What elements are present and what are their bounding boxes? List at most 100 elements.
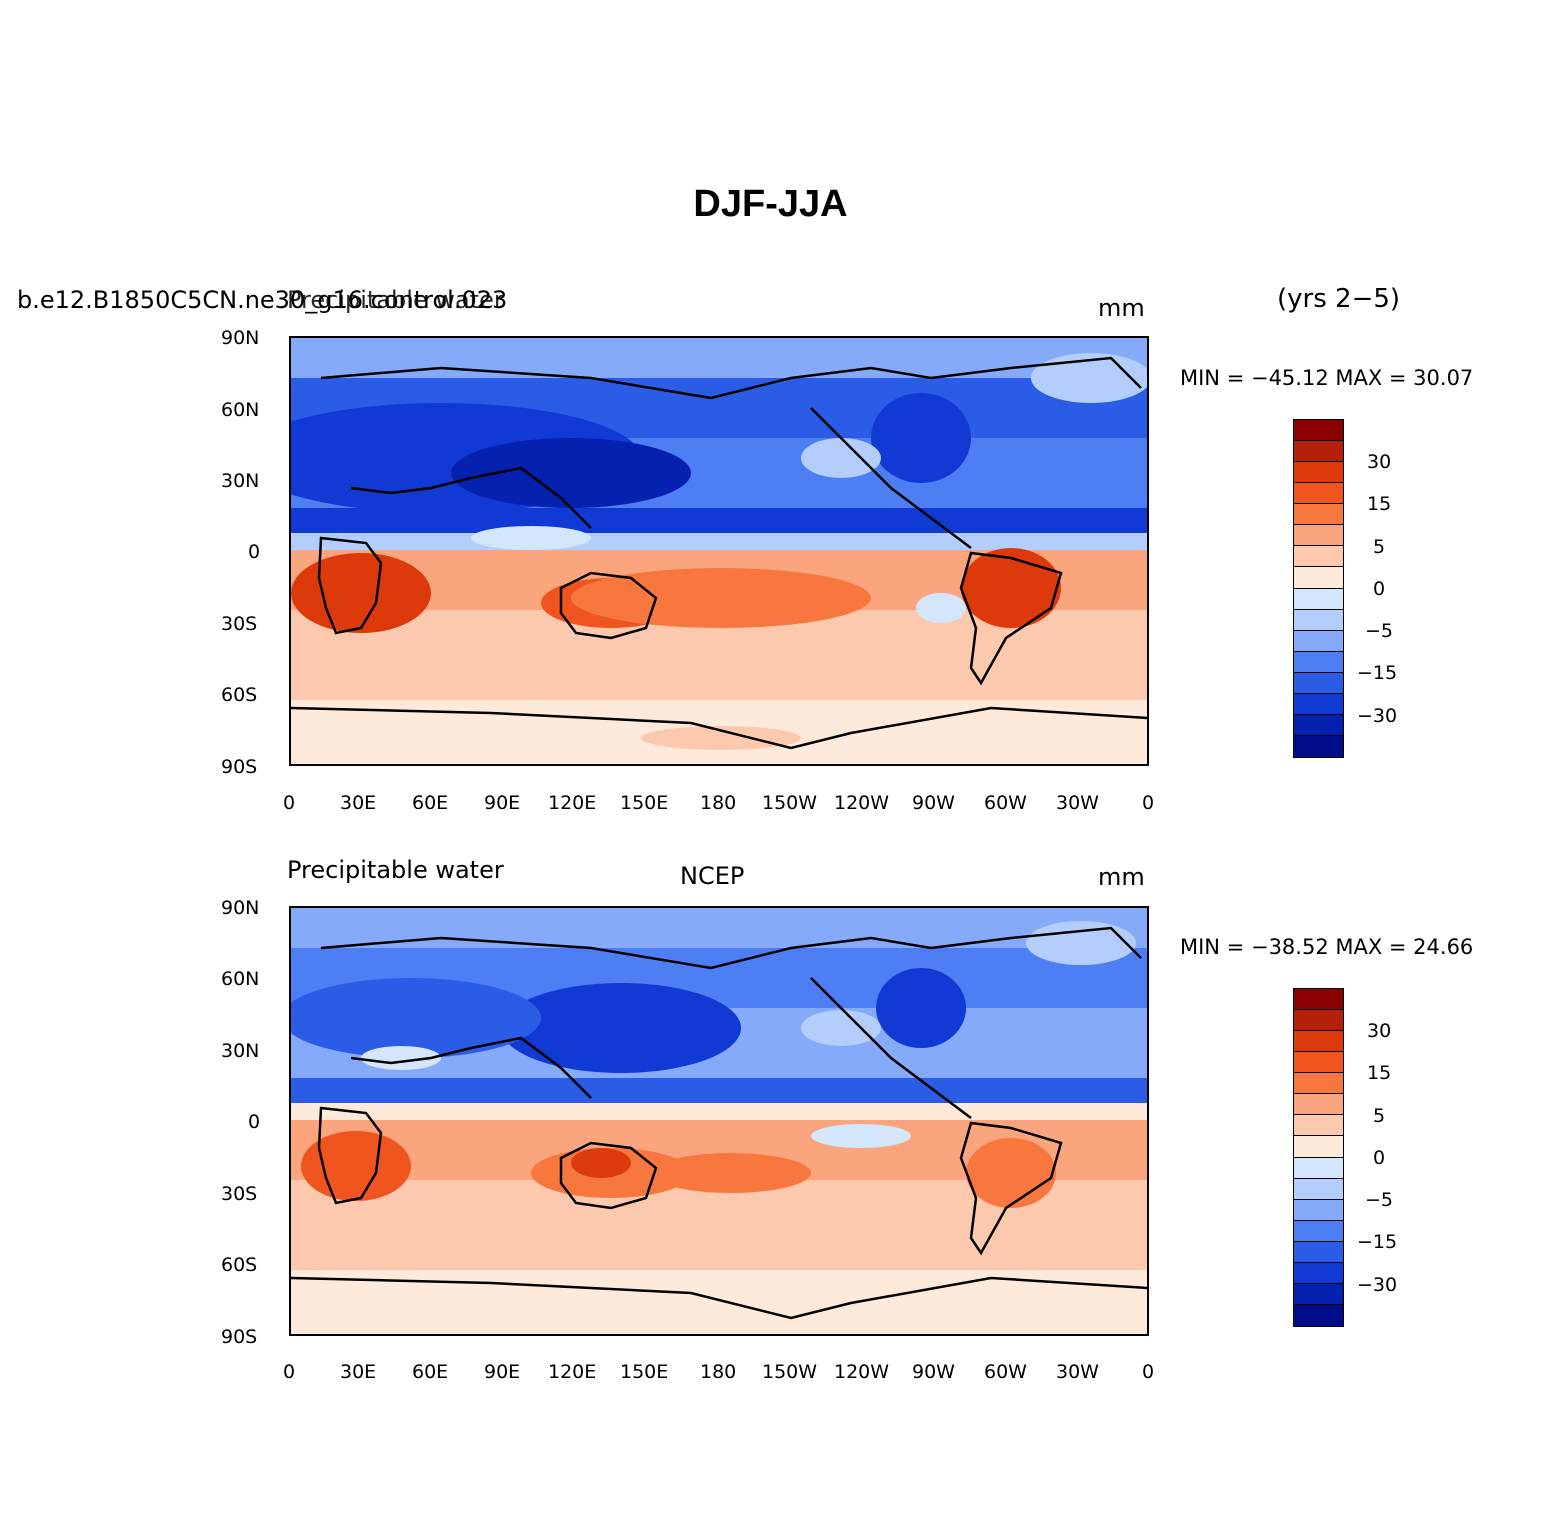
top-variable-label: Precipitable water [287,286,504,314]
bottom-lat-tick: 30S [221,1183,258,1205]
top-lat-tick: 60N [221,399,260,421]
colorbar-swatch [1294,714,1343,736]
top-lon-tick: 60W [984,792,1027,814]
colorbar-swatch [1294,420,1343,442]
bottom-lon-tick: 30E [340,1361,377,1383]
bottom-lon-tick: 60E [412,1361,449,1383]
bottom-colorbar-label: −15 [1357,1231,1398,1253]
colorbar-swatch [1294,546,1343,568]
bottom-colorbar-label: 5 [1373,1105,1386,1127]
top-lon-tick: 30E [340,792,377,814]
bottom-lon-tick: 30W [1056,1361,1099,1383]
colorbar-swatch [1294,672,1343,694]
top-lon-tick: 120E [548,792,597,814]
top-colorbar-label: −5 [1365,620,1394,642]
bottom-colorbar-label: 15 [1367,1062,1392,1084]
bottom-lon-tick: 90E [484,1361,521,1383]
colorbar-swatch [1294,735,1343,757]
bottom-lon-tick: 120E [548,1361,597,1383]
colorbar-swatch [1294,483,1343,505]
top-colorbar [1293,419,1344,758]
colorbar-swatch [1294,1199,1343,1221]
top-lat-tick: 90N [221,327,260,349]
bottom-colorbar-label: 0 [1373,1147,1386,1169]
top-lat-tick: 0 [248,541,261,563]
colorbar-swatch [1294,1010,1343,1032]
top-lon-tick: 90E [484,792,521,814]
colorbar-swatch [1294,1157,1343,1179]
colorbar-swatch [1294,1094,1343,1116]
bottom-lat-tick: 90N [221,897,260,919]
bottom-map-panel [289,906,1149,1336]
bottom-lat-tick: 90S [221,1326,258,1348]
top-units-label: mm [1098,294,1145,322]
bottom-lon-tick: 0 [1142,1361,1155,1383]
figure-title: DJF-JJA [693,183,848,225]
bottom-colorbar-label: 30 [1367,1020,1392,1042]
top-lat-tick: 30S [221,613,258,635]
bottom-lon-tick: 120W [834,1361,890,1383]
top-lon-tick: 150E [620,792,669,814]
colorbar-swatch [1294,651,1343,673]
bottom-lon-tick: 180 [700,1361,737,1383]
bottom-lon-tick: 90W [912,1361,955,1383]
bottom-lat-tick: 0 [248,1111,261,1133]
colorbar-swatch [1294,1136,1343,1158]
bottom-lat-tick: 60N [221,968,260,990]
top-lon-tick: 120W [834,792,890,814]
top-lat-tick: 30N [221,470,260,492]
top-lon-tick: 0 [1142,792,1155,814]
colorbar-swatch [1294,1304,1343,1326]
top-map-panel [289,336,1149,766]
bottom-dataset-label: NCEP [680,862,745,890]
top-lat-tick: 60S [221,684,258,706]
top-lon-tick: 150W [762,792,818,814]
bottom-variable-label: Precipitable water [287,856,504,884]
top-colorbar-label: −15 [1357,662,1398,684]
top-case-label: b.e12.B1850C5CN.ne30_g16.control.023 [17,286,508,314]
bottom-units-label: mm [1098,863,1145,891]
bottom-minmax-label: MIN = −38.52 MAX = 24.66 [1180,935,1474,959]
bottom-lon-tick: 150E [620,1361,669,1383]
colorbar-swatch [1294,462,1343,484]
top-colorbar-label: 15 [1367,493,1392,515]
top-lon-tick: 90W [912,792,955,814]
colorbar-swatch [1294,441,1343,463]
colorbar-swatch [1294,525,1343,547]
top-lon-tick: 60E [412,792,449,814]
colorbar-swatch [1294,1052,1343,1074]
colorbar-swatch [1294,1283,1343,1305]
top-minmax-label: MIN = −45.12 MAX = 30.07 [1180,366,1474,390]
top-colorbar-label: −30 [1357,705,1398,727]
top-colorbar-label: 0 [1373,578,1386,600]
bottom-colorbar-label: −5 [1365,1189,1394,1211]
colorbar-swatch [1294,693,1343,715]
top-lon-tick: 0 [283,792,296,814]
colorbar-swatch [1294,1073,1343,1095]
bottom-colorbar [1293,988,1344,1327]
colorbar-swatch [1294,1178,1343,1200]
bottom-colorbar-label: −30 [1357,1274,1398,1296]
top-colorbar-label: 5 [1373,536,1386,558]
top-colorbar-label: 30 [1367,451,1392,473]
bottom-lat-tick: 60S [221,1254,258,1276]
bottom-lon-tick: 60W [984,1361,1027,1383]
top-years-label: (yrs 2−5) [1277,284,1401,314]
bottom-lon-tick: 0 [283,1361,296,1383]
colorbar-swatch [1294,989,1343,1011]
colorbar-swatch [1294,1220,1343,1242]
colorbar-swatch [1294,1115,1343,1137]
top-lon-tick: 30W [1056,792,1099,814]
colorbar-swatch [1294,1031,1343,1053]
top-lat-tick: 90S [221,756,258,778]
colorbar-swatch [1294,504,1343,526]
bottom-lat-tick: 30N [221,1040,260,1062]
colorbar-swatch [1294,1241,1343,1263]
top-lon-tick: 180 [700,792,737,814]
colorbar-swatch [1294,630,1343,652]
colorbar-swatch [1294,567,1343,589]
colorbar-swatch [1294,588,1343,610]
colorbar-swatch [1294,1262,1343,1284]
bottom-lon-tick: 150W [762,1361,818,1383]
colorbar-swatch [1294,609,1343,631]
